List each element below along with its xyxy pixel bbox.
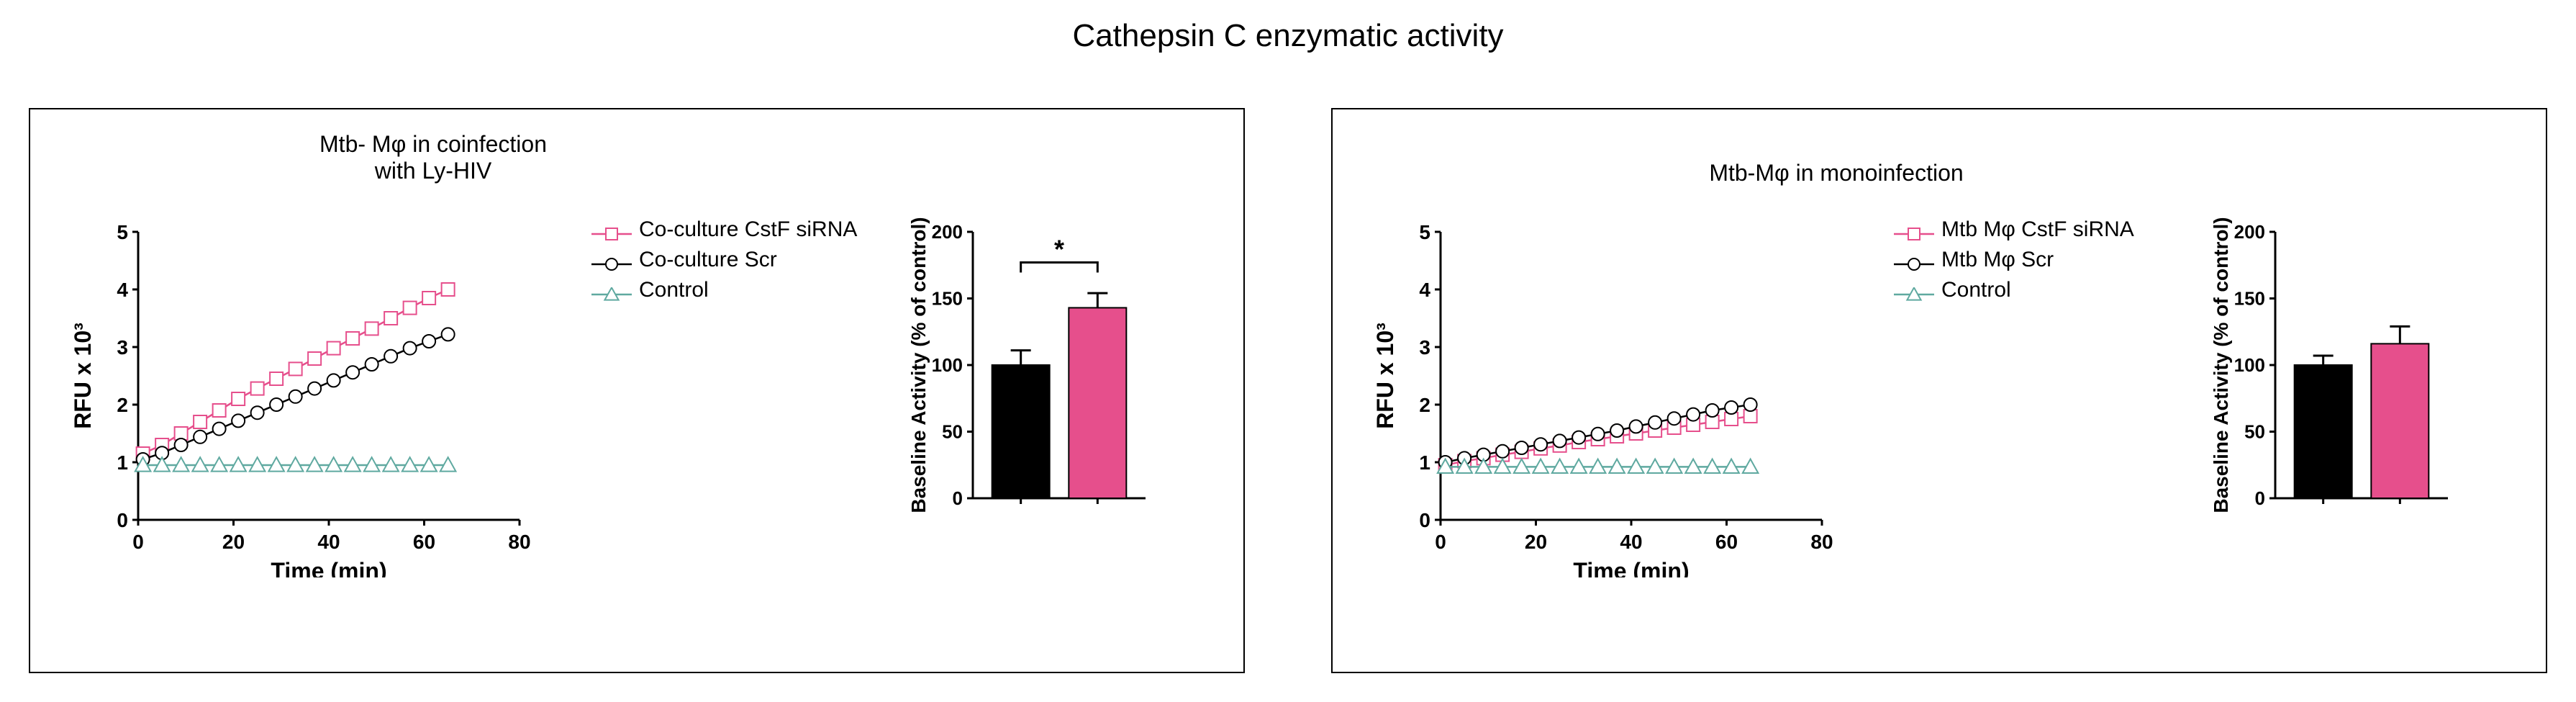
line-chart: 0 20 40 60 80 0 1 2 3 4 5 Time (min) RFU x 10³ [59, 189, 563, 577]
svg-text:0: 0 [1419, 509, 1430, 531]
svg-text:200: 200 [932, 221, 963, 243]
legend-item: Control [1894, 278, 2134, 302]
svg-text:150: 150 [2234, 288, 2265, 310]
legend-swatch [591, 253, 632, 267]
legend-item: Co-culture Scr [591, 248, 857, 272]
svg-text:60: 60 [413, 531, 435, 553]
svg-text:20: 20 [1525, 531, 1547, 553]
legend-item: Co-culture CstF siRNA [591, 217, 857, 242]
legend-item: Mtb Mφ Scr [1894, 248, 2134, 272]
panel-title: Mtb-Mφ in monoinfection [1620, 160, 2052, 186]
svg-text:1: 1 [117, 451, 128, 474]
svg-text:0: 0 [2255, 487, 2265, 509]
svg-text:50: 50 [942, 421, 963, 443]
panel-monoinfection: Mtb-Mφ in monoinfection 0 20 40 60 80 0 1 2 3 4 5 Ti… [1331, 108, 2547, 673]
bar-chart: 0 50 100 150 200Baseline Activity (% of cont… [894, 203, 1182, 563]
legend-label: Control [1941, 278, 2011, 302]
svg-text:4: 4 [1419, 279, 1430, 301]
legend-swatch [591, 283, 632, 297]
legend-item: Mtb Mφ CstF siRNA [1894, 217, 2134, 242]
line-chart: 0 20 40 60 80 0 1 2 3 4 5 Time (min) RFU x 10³ [1361, 189, 1865, 577]
legend-swatch [1894, 283, 1934, 297]
legend: Mtb Mφ CstF siRNA Mtb Mφ Scr Control [1894, 217, 2134, 308]
svg-text:RFU x 10³: RFU x 10³ [1372, 323, 1398, 429]
svg-text:Time (min): Time (min) [1573, 558, 1689, 577]
legend-item: Control [591, 278, 857, 302]
legend-swatch [591, 222, 632, 237]
svg-text:20: 20 [222, 531, 245, 553]
figure-title: Cathepsin C enzymatic activity [0, 18, 2576, 54]
svg-text:4: 4 [117, 279, 128, 301]
legend: Co-culture CstF siRNA Co-culture Scr Contr… [591, 217, 857, 308]
svg-text:*: * [1054, 235, 1064, 264]
svg-text:40: 40 [1620, 531, 1642, 553]
legend-label: Control [639, 278, 709, 302]
legend-label: Mtb Mφ Scr [1941, 248, 2054, 272]
svg-text:1: 1 [1419, 451, 1430, 474]
svg-text:80: 80 [1810, 531, 1833, 553]
figure-root: Cathepsin C enzymatic activity Mtb- Mφ i… [0, 0, 2576, 702]
panel-coinfection: Mtb- Mφ in coinfection with Ly-HIV020406… [29, 108, 1245, 673]
svg-text:80: 80 [508, 531, 530, 553]
legend-label: Co-culture CstF siRNA [639, 217, 857, 242]
svg-text:0: 0 [1435, 531, 1446, 553]
svg-text:2: 2 [1419, 394, 1430, 416]
legend-label: Co-culture Scr [639, 248, 777, 272]
panels-container: Mtb- Mφ in coinfection with Ly-HIV020406… [29, 108, 2547, 673]
svg-text:100: 100 [932, 354, 963, 376]
svg-text:5: 5 [117, 221, 128, 243]
svg-text:5: 5 [1419, 221, 1430, 243]
svg-text:50: 50 [2244, 421, 2265, 443]
svg-text:0: 0 [132, 531, 144, 553]
svg-text:2: 2 [117, 394, 128, 416]
svg-text:Baseline Activity (% of contro: Baseline Activity (% of control) [907, 217, 930, 513]
svg-text:60: 60 [1715, 531, 1738, 553]
svg-text:40: 40 [317, 531, 340, 553]
bar-chart: 0 50 100 150 200Baseline Activity (% of cont… [2196, 203, 2484, 563]
svg-text:Baseline Activity (% of contro: Baseline Activity (% of control) [2210, 217, 2232, 513]
svg-text:Time (min): Time (min) [271, 558, 386, 577]
svg-text:200: 200 [2234, 221, 2265, 243]
svg-text:0: 0 [117, 509, 128, 531]
svg-text:150: 150 [932, 288, 963, 310]
svg-text:100: 100 [2234, 354, 2265, 376]
svg-text:0: 0 [953, 487, 963, 509]
svg-text:RFU x 10³: RFU x 10³ [70, 323, 96, 429]
svg-text:3: 3 [117, 336, 128, 359]
panel-title: Mtb- Mφ in coinfection with Ly-HIV [217, 131, 649, 184]
legend-swatch [1894, 222, 1934, 237]
legend-label: Mtb Mφ CstF siRNA [1941, 217, 2134, 242]
legend-swatch [1894, 253, 1934, 267]
svg-text:3: 3 [1419, 336, 1430, 359]
